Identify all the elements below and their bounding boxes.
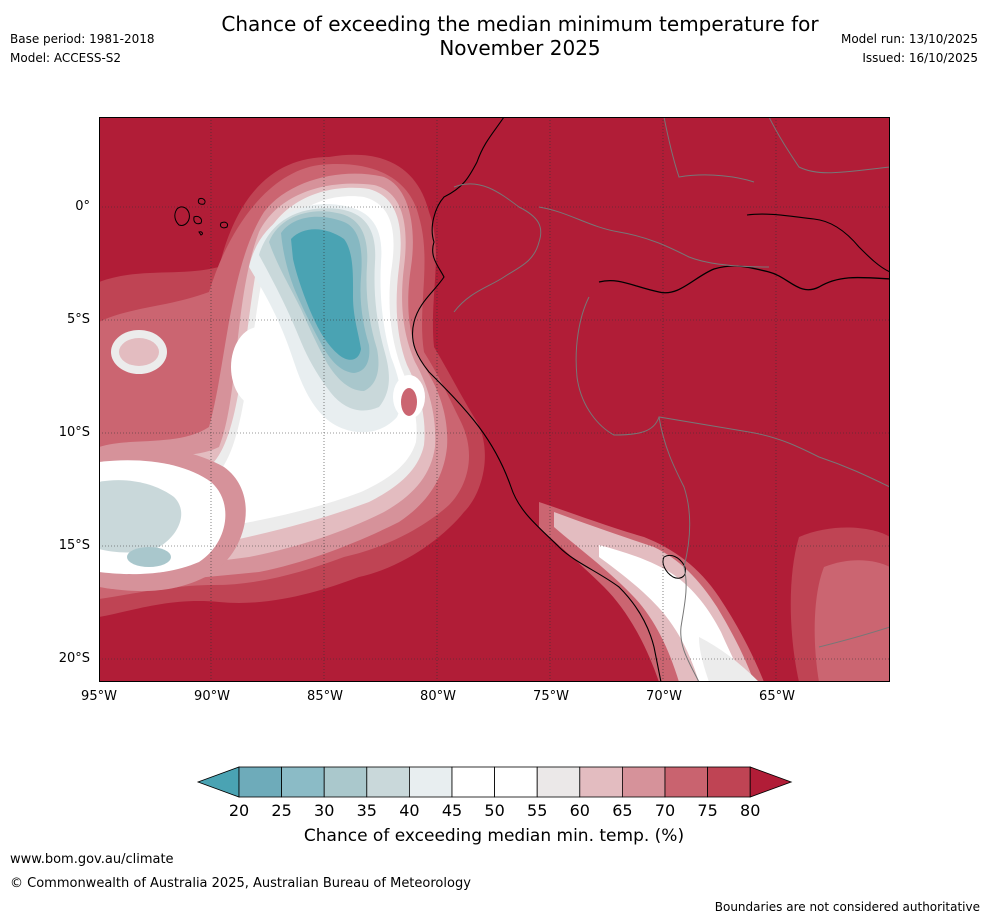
footer-copyright: © Commonwealth of Australia 2025, Austra… (10, 876, 471, 891)
coastal-spot-2 (401, 388, 417, 416)
legend-swatch (281, 766, 325, 798)
legend-tick-label: 20 (229, 801, 249, 820)
lat-label-20s: 20°S (58, 651, 90, 666)
lon-label-85w: 85°W (307, 689, 343, 704)
legend-title: Chance of exceeding median min. temp. (%… (303, 826, 685, 846)
country-borders (453, 117, 890, 682)
coastal-strip-pale (699, 637, 759, 682)
legend-arrow-low (196, 766, 240, 798)
legend-tick-label: 50 (484, 801, 504, 820)
page-title: Chance of exceeding the median minimum t… (180, 12, 860, 60)
legend-tick-label: 75 (697, 801, 717, 820)
legend-tick-label: 60 (570, 801, 590, 820)
title-line-2: November 2025 (439, 36, 601, 60)
map-border (99, 117, 890, 682)
coastal-spot-5 (119, 338, 159, 366)
legend-arrow-high (749, 766, 793, 798)
ocean-cool-spot (127, 547, 171, 567)
lat-label-5s: 5°S (66, 312, 90, 327)
lat-label-15s: 15°S (58, 538, 90, 553)
lat-label-0: 0° (75, 199, 90, 214)
legend-swatch (238, 766, 282, 798)
coastline (411, 117, 662, 682)
lon-label-80w: 80°W (420, 689, 456, 704)
legend-tick-label: 80 (740, 801, 760, 820)
footer-url[interactable]: www.bom.gov.au/climate (10, 852, 174, 867)
galapagos-islands (174, 198, 228, 236)
lon-label-90w: 90°W (194, 689, 230, 704)
legend-swatch (323, 766, 368, 798)
legend-swatch (664, 766, 708, 798)
legend-tick-label: 70 (655, 801, 675, 820)
map-svg (99, 117, 890, 682)
ocean-patch-southwest-core (99, 480, 182, 553)
lon-label-95w: 95°W (81, 689, 117, 704)
issued-text: Issued: 16/10/2025 (862, 51, 978, 65)
legend-tick-label: 65 (612, 801, 632, 820)
legend-swatch (366, 766, 410, 798)
legend-colorbar: 20 25 30 35 40 45 50 55 60 65 70 75 80 (196, 766, 793, 820)
river-branch-north (746, 213, 890, 273)
legend-swatch (579, 766, 623, 798)
lake-titicaca (662, 554, 687, 579)
legend-tick-label: 40 (399, 801, 419, 820)
model-text: Model: ACCESS-S2 (10, 51, 122, 65)
legend-tick-label: 45 (442, 801, 462, 820)
ocean-core-20 (291, 229, 361, 360)
model-run-text: Model run: 13/10/2025 (840, 32, 978, 46)
east-patch-inner (814, 560, 890, 682)
forecast-map (99, 117, 890, 682)
legend-tick-label: 30 (314, 801, 334, 820)
legend-swatch (494, 766, 538, 798)
footer-disclaimer: Boundaries are not considered authoritat… (714, 900, 980, 914)
legend-swatch (451, 766, 495, 798)
lat-label-10s: 10°S (58, 425, 90, 440)
legend-tick-label: 25 (271, 801, 291, 820)
legend-tick-label: 35 (357, 801, 377, 820)
legend-swatch (408, 766, 453, 798)
graticule (99, 117, 890, 682)
lon-label-65w: 65°W (759, 689, 795, 704)
legend-tick-label: 55 (527, 801, 547, 820)
lon-label-70w: 70°W (646, 689, 682, 704)
legend-swatch (707, 766, 751, 798)
lon-label-75w: 75°W (533, 689, 569, 704)
title-line-1: Chance of exceeding the median minimum t… (221, 12, 819, 36)
legend-swatch (621, 766, 666, 798)
coastal-spot-3 (231, 327, 287, 407)
base-period-text: Base period: 1981-2018 (10, 32, 155, 46)
legend-swatch (536, 766, 581, 798)
